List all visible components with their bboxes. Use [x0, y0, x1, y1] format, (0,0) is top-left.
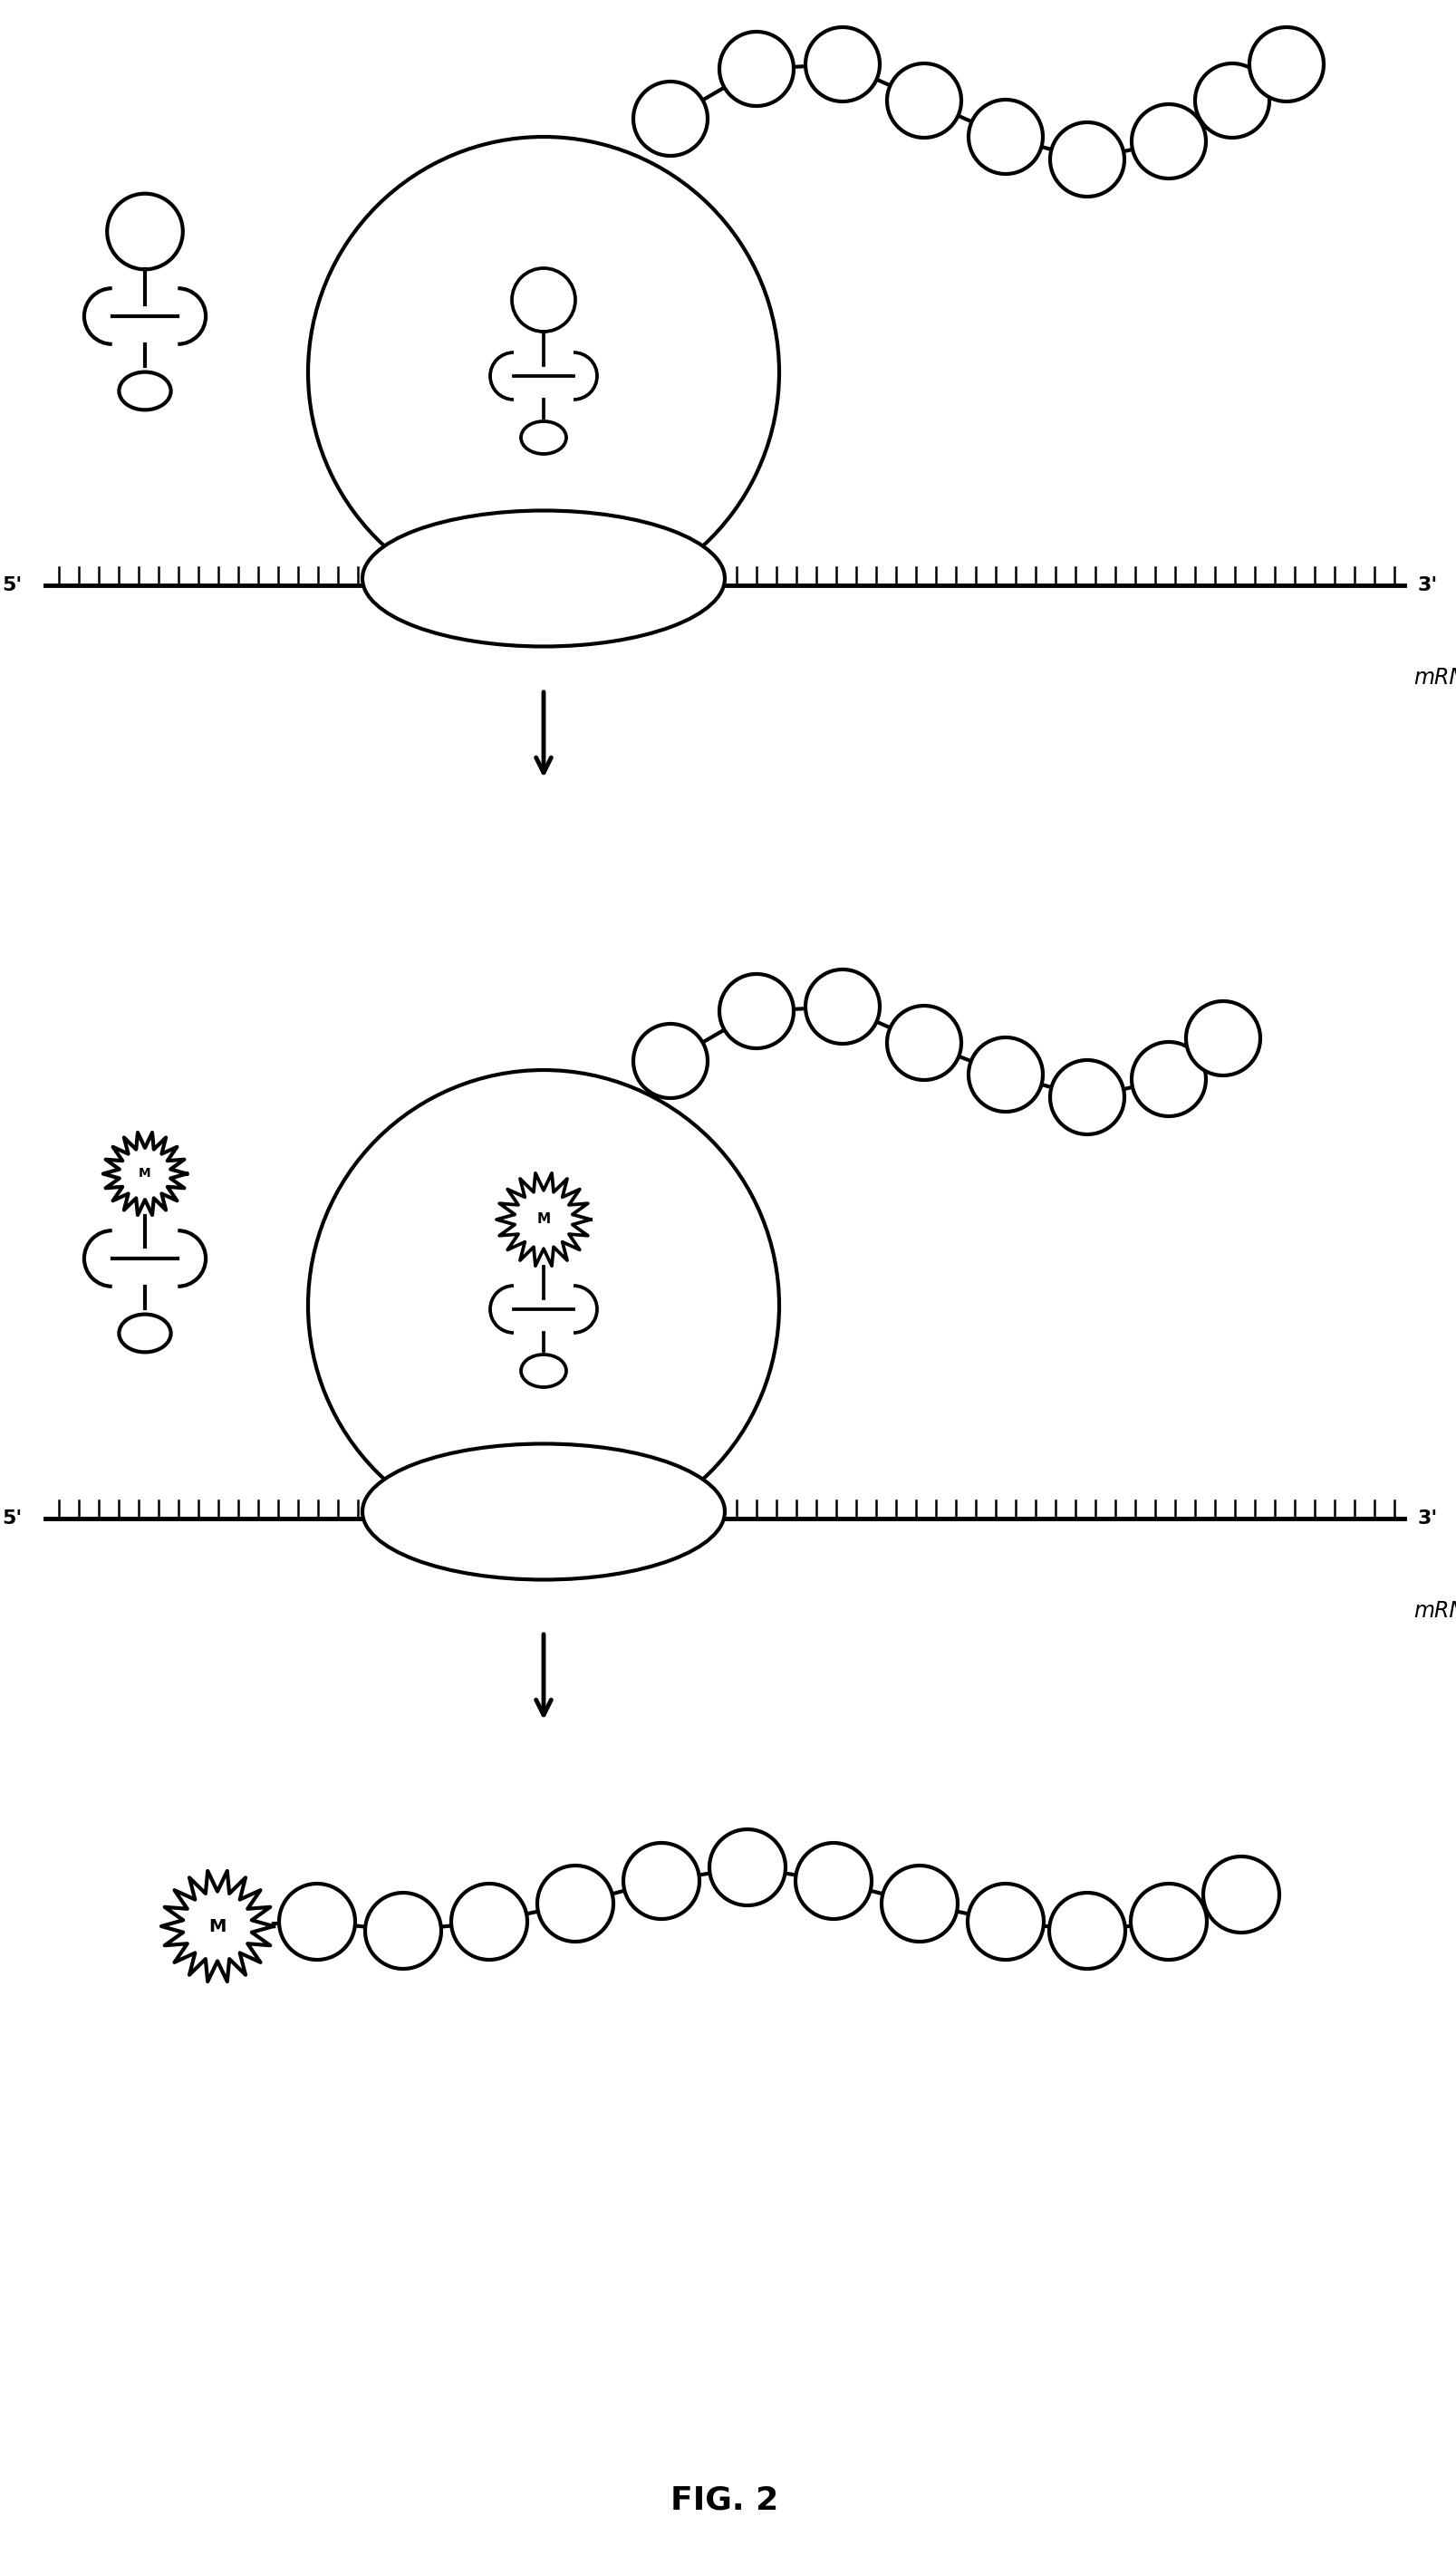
Text: M: M — [138, 1167, 151, 1180]
Circle shape — [795, 1842, 871, 1919]
Circle shape — [280, 1883, 355, 1960]
Circle shape — [805, 28, 879, 103]
Circle shape — [623, 1842, 699, 1919]
Text: 5': 5' — [3, 1508, 23, 1529]
Circle shape — [307, 136, 779, 608]
Circle shape — [1185, 1000, 1259, 1075]
Circle shape — [719, 31, 794, 105]
Circle shape — [887, 64, 961, 139]
Circle shape — [1249, 28, 1324, 103]
Circle shape — [968, 100, 1042, 174]
Circle shape — [967, 1883, 1042, 1960]
Circle shape — [365, 1893, 441, 1970]
Text: M: M — [536, 1213, 550, 1226]
Circle shape — [881, 1865, 957, 1942]
Ellipse shape — [363, 510, 725, 646]
Text: mRNA: mRNA — [1412, 667, 1456, 687]
Text: mRNA: mRNA — [1412, 1601, 1456, 1621]
Circle shape — [968, 1036, 1042, 1111]
Circle shape — [1194, 64, 1268, 139]
Circle shape — [537, 1865, 613, 1942]
Circle shape — [307, 1070, 779, 1542]
Text: 5': 5' — [3, 577, 23, 595]
Ellipse shape — [363, 1444, 725, 1580]
Circle shape — [1203, 1857, 1278, 1931]
Circle shape — [1131, 105, 1206, 180]
Circle shape — [451, 1883, 527, 1960]
Circle shape — [887, 1005, 961, 1080]
Text: FIG. 2: FIG. 2 — [670, 2485, 779, 2516]
Circle shape — [709, 1829, 785, 1906]
Circle shape — [1130, 1883, 1206, 1960]
Circle shape — [633, 82, 708, 156]
Text: 3': 3' — [1417, 1508, 1437, 1529]
Text: M: M — [208, 1919, 226, 1934]
Circle shape — [1050, 123, 1124, 198]
Circle shape — [1131, 1041, 1206, 1116]
Circle shape — [633, 1023, 708, 1098]
Text: 3': 3' — [1417, 577, 1437, 595]
Circle shape — [1048, 1893, 1124, 1970]
Circle shape — [719, 975, 794, 1049]
Circle shape — [805, 970, 879, 1044]
Circle shape — [1050, 1059, 1124, 1134]
